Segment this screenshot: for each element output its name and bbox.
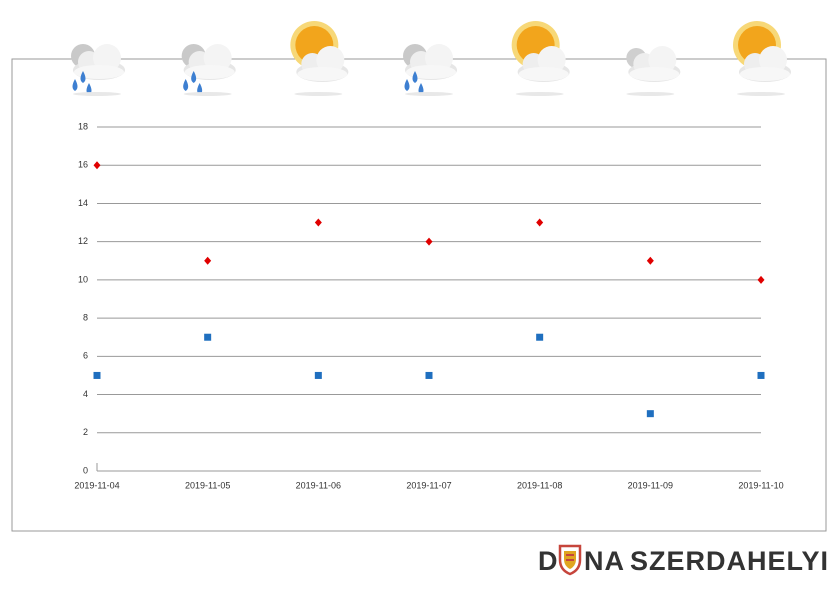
logo-text: D xyxy=(538,546,559,576)
x-tick-label: 2019-11-06 xyxy=(296,480,341,490)
y-tick-label: 8 xyxy=(83,312,88,322)
point xyxy=(646,410,654,418)
shadow xyxy=(626,92,675,96)
shadow xyxy=(737,92,785,96)
point xyxy=(757,275,765,284)
weather-icons xyxy=(71,21,791,96)
cloud xyxy=(537,46,566,74)
y-tick-label: 16 xyxy=(78,160,88,170)
cloud xyxy=(629,67,680,81)
rain-drop xyxy=(412,71,418,83)
point xyxy=(536,333,544,341)
logo-shield xyxy=(558,544,582,576)
point xyxy=(757,371,765,379)
cloud xyxy=(740,67,790,81)
cloud xyxy=(74,65,124,79)
weather-icon xyxy=(403,44,457,96)
logo: D NA SZERDAHELYI xyxy=(538,544,829,576)
y-tick-label: 2 xyxy=(83,427,88,437)
rain-drop xyxy=(72,79,78,91)
weather-icon xyxy=(733,21,791,96)
point xyxy=(536,218,544,227)
y-tick-label: 6 xyxy=(83,351,88,361)
point xyxy=(425,237,433,246)
x-tick-label: 2019-11-04 xyxy=(74,480,119,490)
shadow xyxy=(183,92,232,96)
y-tick-label: 14 xyxy=(78,198,88,208)
weather-icon xyxy=(626,46,681,96)
y-tick-label: 10 xyxy=(78,274,88,284)
shadow xyxy=(515,92,564,96)
shadow xyxy=(294,92,343,96)
rain-drop xyxy=(86,83,92,95)
weather-icon xyxy=(511,21,570,96)
y-tick-label: 18 xyxy=(78,121,88,131)
cloud xyxy=(425,44,453,72)
y-tick-label: 4 xyxy=(83,389,88,399)
cloud xyxy=(759,46,787,74)
point xyxy=(93,161,101,170)
rain-drop xyxy=(80,71,86,83)
shadow xyxy=(405,92,453,96)
y-tick-label: 0 xyxy=(83,465,88,475)
cloud xyxy=(518,67,569,81)
x-tick-label: 2019-11-05 xyxy=(185,480,230,490)
x-tick-label: 2019-11-10 xyxy=(738,480,783,490)
chart-frame xyxy=(11,58,827,532)
rain-drop xyxy=(404,79,410,91)
point xyxy=(646,256,654,265)
shadow xyxy=(73,92,121,96)
point xyxy=(204,256,212,265)
x-tick-label: 2019-11-09 xyxy=(628,480,673,490)
point xyxy=(314,371,322,379)
weather-icon xyxy=(71,44,125,96)
plot-area: 0 2 4 6 8 10 12 14 16 18 2019-11-04 2019-11-05 2019-… xyxy=(74,121,783,490)
rain-drop xyxy=(183,79,189,91)
weather-icon xyxy=(181,44,236,96)
y-tick-label: 12 xyxy=(78,236,88,246)
point xyxy=(425,371,433,379)
rain-drop xyxy=(191,71,197,83)
rain-drop xyxy=(418,83,424,95)
cloud xyxy=(93,44,121,72)
cloud xyxy=(406,65,456,79)
cloud xyxy=(297,67,348,81)
point xyxy=(93,371,101,379)
rain-drop xyxy=(197,83,203,95)
cloud xyxy=(316,46,345,74)
cloud xyxy=(203,44,232,72)
point xyxy=(314,218,322,227)
logo-text: NA xyxy=(584,546,625,576)
x-tick-label: 2019-11-07 xyxy=(406,480,451,490)
x-tick-label: 2019-11-08 xyxy=(517,480,562,490)
cloud xyxy=(184,65,235,79)
weather-icon xyxy=(290,21,349,96)
point xyxy=(204,333,212,341)
logo-text: SZERDAHELYI xyxy=(630,546,829,576)
cloud xyxy=(648,46,677,74)
